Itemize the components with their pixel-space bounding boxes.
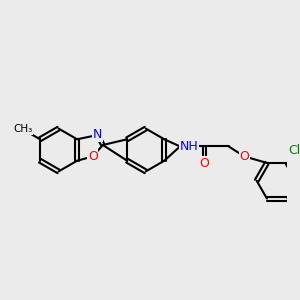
Text: Cl: Cl — [289, 143, 300, 157]
Text: O: O — [239, 150, 249, 163]
Text: O: O — [200, 157, 209, 170]
Text: CH₃: CH₃ — [13, 124, 32, 134]
Text: N: N — [93, 128, 102, 142]
Text: O: O — [88, 150, 98, 163]
Text: NH: NH — [180, 140, 199, 153]
